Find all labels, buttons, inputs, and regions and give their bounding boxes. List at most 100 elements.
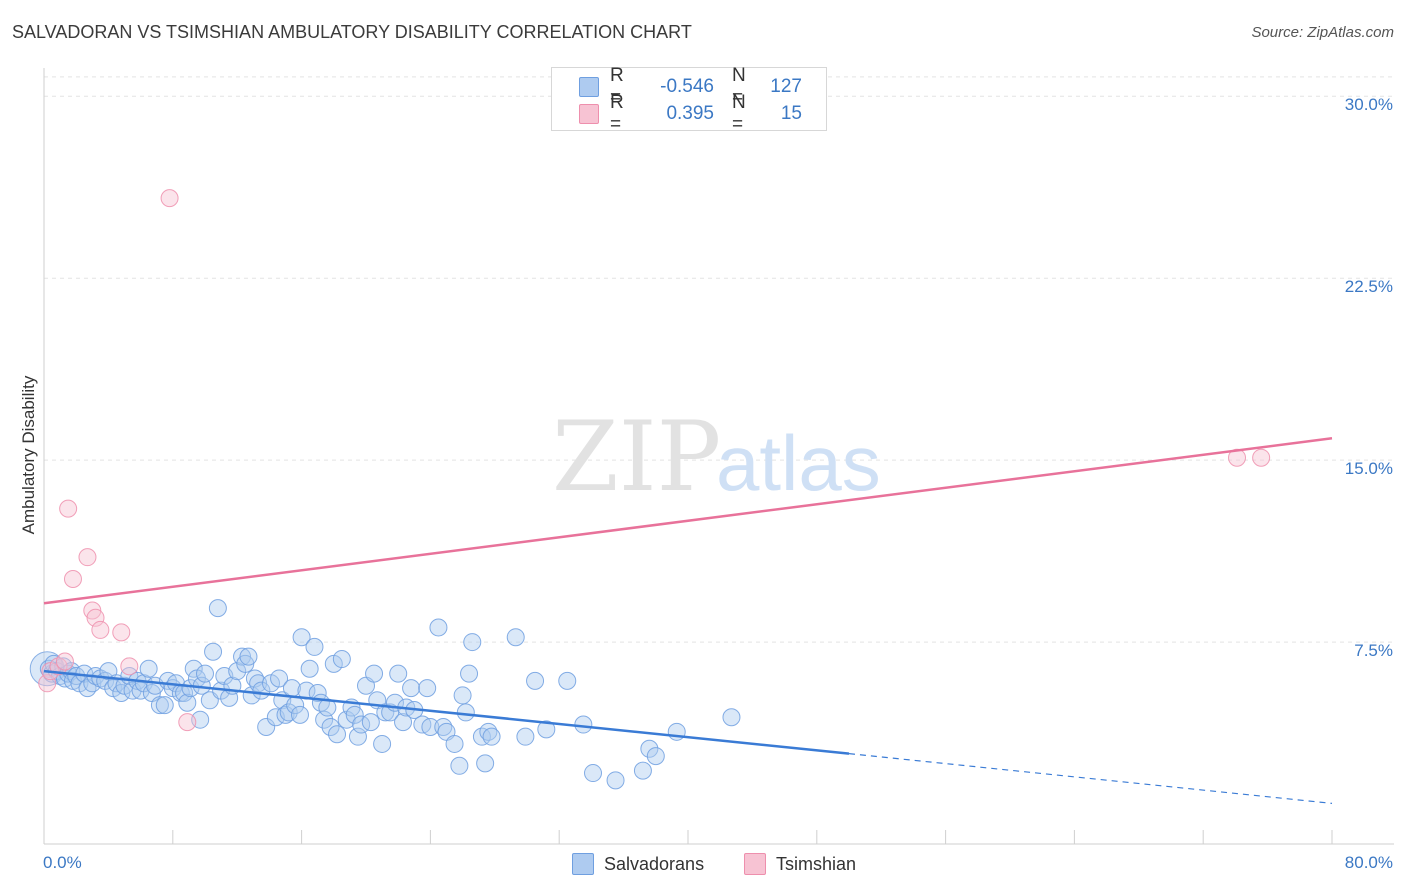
salvadorans-point <box>476 754 495 773</box>
salvadorans-point <box>279 703 298 722</box>
salvadorans-point <box>506 628 525 647</box>
salvadorans-point <box>376 703 395 722</box>
salvadorans-point <box>537 720 556 739</box>
salvadorans-point <box>300 659 319 678</box>
salvadorans-point <box>365 664 384 683</box>
salvadorans-point <box>332 650 351 669</box>
salvadorans-point <box>308 684 327 703</box>
tsimshian-trendline <box>43 437 1333 605</box>
salvadorans-point <box>558 671 577 690</box>
bottom-legend-salvadorans: Salvadorans <box>572 852 704 876</box>
tsimshian-point <box>178 713 197 732</box>
bottom-legend-label-salvadorans: Salvadorans <box>604 853 705 874</box>
salvadorans-point <box>584 764 603 783</box>
salvadorans-point <box>257 717 276 736</box>
salvadorans-point <box>328 725 347 744</box>
legend-r-label: R = <box>610 65 624 108</box>
bottom-legend-tsimshian: Tsimshian <box>744 852 856 876</box>
salvadorans-point <box>150 696 169 715</box>
salvadorans-point <box>479 722 498 741</box>
salvadorans-point <box>139 659 158 678</box>
gridlines <box>44 76 1394 643</box>
tsimshian-point <box>59 499 78 518</box>
tsimshian-point <box>112 623 131 642</box>
trendlines <box>43 437 1333 804</box>
watermark-zip: ZIP <box>552 401 721 513</box>
salvadorans-point <box>373 734 392 753</box>
salvadorans-points <box>29 599 741 790</box>
salvadorans-point <box>526 671 545 690</box>
y-tick-label: 7.5% <box>1354 641 1393 661</box>
chart-title: SALVADORAN VS TSIMSHIAN AMBULATORY DISAB… <box>12 22 692 42</box>
salvadorans-point <box>456 703 475 722</box>
salvadorans-point <box>482 727 501 746</box>
legend-swatch-tsimshian <box>579 104 599 124</box>
tsimshian-point <box>91 620 110 639</box>
legend-n-value: 15 <box>780 103 802 124</box>
y-tick-label: 15.0% <box>1344 459 1393 479</box>
tsimshian-point <box>63 569 82 588</box>
source-label: Source: ZipAtlas.com <box>1251 24 1394 41</box>
salvadorans-trendline <box>43 669 850 755</box>
legend-r-label: R = <box>610 92 624 135</box>
salvadorans-point <box>402 679 421 698</box>
legend-n-label: N = <box>732 92 746 135</box>
tsimshian-point <box>86 608 105 627</box>
watermark: ZIP atlas <box>552 401 881 513</box>
correlation-legend: R = -0.546 N = 127 R = 0.395 N = 15 <box>551 65 827 135</box>
y-tick-label: 30.0% <box>1344 95 1393 115</box>
salvadorans-point <box>445 734 464 753</box>
salvadorans-point <box>606 771 625 790</box>
salvadorans-point <box>463 633 482 652</box>
x-tick-label-min: 0.0% <box>43 853 82 872</box>
salvadorans-point <box>516 727 535 746</box>
tsimshian-points <box>38 189 1271 732</box>
salvadorans-point <box>208 599 227 618</box>
axes <box>43 68 1394 845</box>
legend-r-value: 0.395 <box>666 103 714 124</box>
bottom-legend-label-tsimshian: Tsimshian <box>776 853 857 874</box>
salvadorans-point <box>292 628 311 647</box>
legend-swatch-salvadorans <box>579 77 599 97</box>
salvadorans-point <box>276 705 295 724</box>
salvadorans-point <box>305 637 324 656</box>
tsimshian-point <box>1252 448 1271 467</box>
salvadorans-point <box>429 618 448 637</box>
tsimshian-point <box>120 657 139 676</box>
salvadorans-trendline-extension <box>848 753 1333 804</box>
bottom-legend-swatch-salvadorans <box>572 853 594 875</box>
tsimshian-point <box>78 548 97 567</box>
salvadorans-point <box>178 693 197 712</box>
salvadorans-point <box>361 713 380 732</box>
salvadorans-point <box>640 739 659 758</box>
tsimshian-point <box>38 674 57 693</box>
salvadorans-point <box>434 717 453 736</box>
salvadorans-point <box>460 664 479 683</box>
salvadorans-point <box>646 747 665 766</box>
salvadorans-point <box>204 642 223 661</box>
salvadorans-point <box>196 664 214 683</box>
salvadorans-point <box>270 669 289 688</box>
salvadorans-point <box>574 715 593 734</box>
watermark-atlas: atlas <box>716 419 881 507</box>
salvadorans-point <box>345 705 364 724</box>
salvadorans-point <box>389 664 408 683</box>
salvadorans-point <box>239 647 258 666</box>
salvadorans-point <box>421 717 440 736</box>
bottom-legend-swatch-tsimshian <box>744 853 766 875</box>
legend-r-value: -0.546 <box>660 76 714 97</box>
salvadorans-point <box>315 710 334 729</box>
y-tick-label: 22.5% <box>1344 277 1393 297</box>
tsimshian-point <box>160 189 179 208</box>
salvadorans-point <box>418 679 437 698</box>
tsimshian-point <box>55 652 74 671</box>
salvadorans-point <box>290 705 309 724</box>
salvadorans-point <box>450 756 469 775</box>
salvadorans-point <box>321 717 340 736</box>
legend-n-label: N = <box>732 65 746 108</box>
x-tick-label-max: 80.0% <box>1344 853 1393 872</box>
salvadorans-point <box>633 761 652 780</box>
salvadorans-point <box>394 713 413 732</box>
salvadorans-point <box>184 659 203 678</box>
